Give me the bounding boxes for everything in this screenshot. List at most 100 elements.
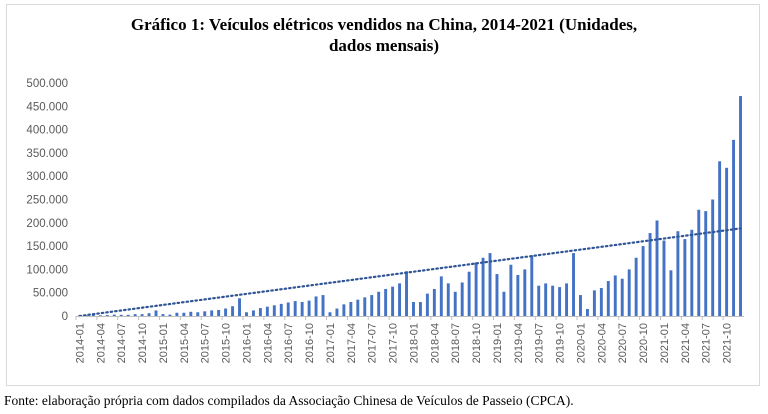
x-tick-label: 2020-01 bbox=[575, 323, 587, 363]
bar bbox=[467, 271, 471, 316]
bar bbox=[606, 281, 610, 316]
bar bbox=[161, 314, 165, 316]
bar bbox=[732, 139, 736, 316]
bar bbox=[133, 314, 137, 316]
bar bbox=[509, 264, 513, 316]
bar bbox=[112, 314, 116, 316]
y-tick-label: 100.000 bbox=[26, 264, 68, 276]
bar bbox=[412, 302, 415, 316]
bar bbox=[641, 246, 645, 316]
bar bbox=[342, 304, 346, 316]
bar bbox=[572, 253, 575, 316]
bar bbox=[425, 293, 429, 316]
chart-title-line-2: dados mensais) bbox=[328, 36, 440, 55]
bar bbox=[105, 315, 109, 316]
x-tick-label: 2021-01 bbox=[659, 323, 671, 363]
bar bbox=[655, 220, 659, 316]
x-tick-label: 2020-07 bbox=[617, 323, 629, 363]
x-tick-label: 2015-01 bbox=[158, 323, 170, 363]
bar bbox=[140, 314, 144, 316]
y-tick-label: 450.000 bbox=[26, 101, 68, 113]
x-axis: 2014-01 2014-04 2014-07 2014-10 2015-01 2015-… bbox=[74, 316, 744, 363]
y-axis-ticks: 0 50.000 100.000 150.000 200.000 250.000 300.0… bbox=[26, 78, 68, 323]
x-tick-label: 2018-10 bbox=[471, 323, 483, 363]
bar bbox=[398, 283, 402, 316]
x-tick-label: 2021-07 bbox=[701, 323, 713, 363]
bar bbox=[98, 315, 102, 316]
bar bbox=[328, 312, 332, 316]
bar bbox=[711, 199, 715, 316]
bar bbox=[335, 308, 339, 316]
bar bbox=[231, 306, 235, 316]
bar bbox=[620, 278, 624, 316]
x-tick-label: 2015-04 bbox=[179, 323, 191, 363]
bar bbox=[147, 313, 151, 316]
bar bbox=[432, 288, 436, 316]
bar bbox=[210, 310, 214, 316]
source-note: Fonte: elaboração própria com dados comp… bbox=[4, 393, 574, 408]
bar bbox=[245, 312, 248, 316]
chart-title: Gráfico 1: Veículos elétricos vendidos n… bbox=[0, 14, 768, 56]
bar bbox=[683, 239, 687, 316]
x-tick-label: 2016-04 bbox=[262, 323, 274, 363]
bar bbox=[405, 271, 408, 316]
x-tick-label: 2014-01 bbox=[74, 323, 86, 363]
y-tick-label: 200.000 bbox=[26, 218, 68, 230]
y-tick-label: 0 bbox=[62, 311, 68, 323]
bar bbox=[453, 291, 457, 316]
bar bbox=[384, 288, 388, 316]
bar bbox=[286, 302, 290, 316]
x-tick-label: 2014-10 bbox=[137, 323, 149, 363]
x-tick-label: 2014-04 bbox=[95, 323, 107, 363]
bar bbox=[154, 310, 158, 316]
bar bbox=[356, 299, 360, 316]
x-tick-label: 2017-07 bbox=[367, 323, 379, 363]
bar bbox=[704, 211, 708, 316]
bar bbox=[739, 96, 742, 316]
bar bbox=[627, 269, 631, 316]
bar bbox=[119, 314, 123, 316]
bar bbox=[349, 302, 353, 316]
x-tick-label: 2017-10 bbox=[388, 323, 400, 363]
bar-series bbox=[78, 96, 742, 316]
bar bbox=[585, 309, 589, 316]
bar bbox=[251, 310, 255, 316]
y-tick-label: 50.000 bbox=[33, 288, 68, 300]
x-tick-label: 2016-01 bbox=[241, 323, 253, 363]
bar bbox=[544, 283, 548, 316]
bar bbox=[217, 309, 221, 316]
bar bbox=[446, 283, 450, 316]
x-tick-label: 2015-10 bbox=[221, 323, 233, 363]
bar bbox=[189, 311, 193, 316]
x-tick-label: 2020-10 bbox=[638, 323, 650, 363]
y-tick-label: 150.000 bbox=[26, 241, 68, 253]
y-tick-label: 500.000 bbox=[26, 78, 68, 90]
bar bbox=[592, 290, 596, 316]
bar bbox=[669, 270, 673, 316]
bar bbox=[551, 285, 555, 316]
bar bbox=[418, 302, 422, 316]
bar bbox=[377, 291, 381, 316]
x-tick-label: 2017-01 bbox=[325, 323, 337, 363]
chart-frame bbox=[6, 4, 760, 386]
x-tick-label: 2019-01 bbox=[492, 323, 504, 363]
bar bbox=[279, 303, 283, 316]
bar bbox=[370, 295, 374, 316]
y-tick-label: 350.000 bbox=[26, 148, 68, 160]
bar bbox=[307, 300, 311, 316]
bar bbox=[662, 240, 666, 316]
bar bbox=[182, 312, 186, 316]
bar bbox=[363, 297, 367, 316]
bar bbox=[391, 286, 395, 316]
bar bbox=[439, 276, 443, 316]
bar bbox=[293, 301, 297, 316]
bar bbox=[488, 253, 492, 316]
x-tick-label: 2014-07 bbox=[116, 323, 128, 363]
x-tick-label: 2019-04 bbox=[513, 323, 525, 363]
bar bbox=[265, 306, 269, 316]
bar bbox=[690, 229, 694, 316]
bar bbox=[599, 288, 603, 316]
trend-line-group bbox=[78, 227, 742, 318]
bar bbox=[725, 167, 729, 316]
